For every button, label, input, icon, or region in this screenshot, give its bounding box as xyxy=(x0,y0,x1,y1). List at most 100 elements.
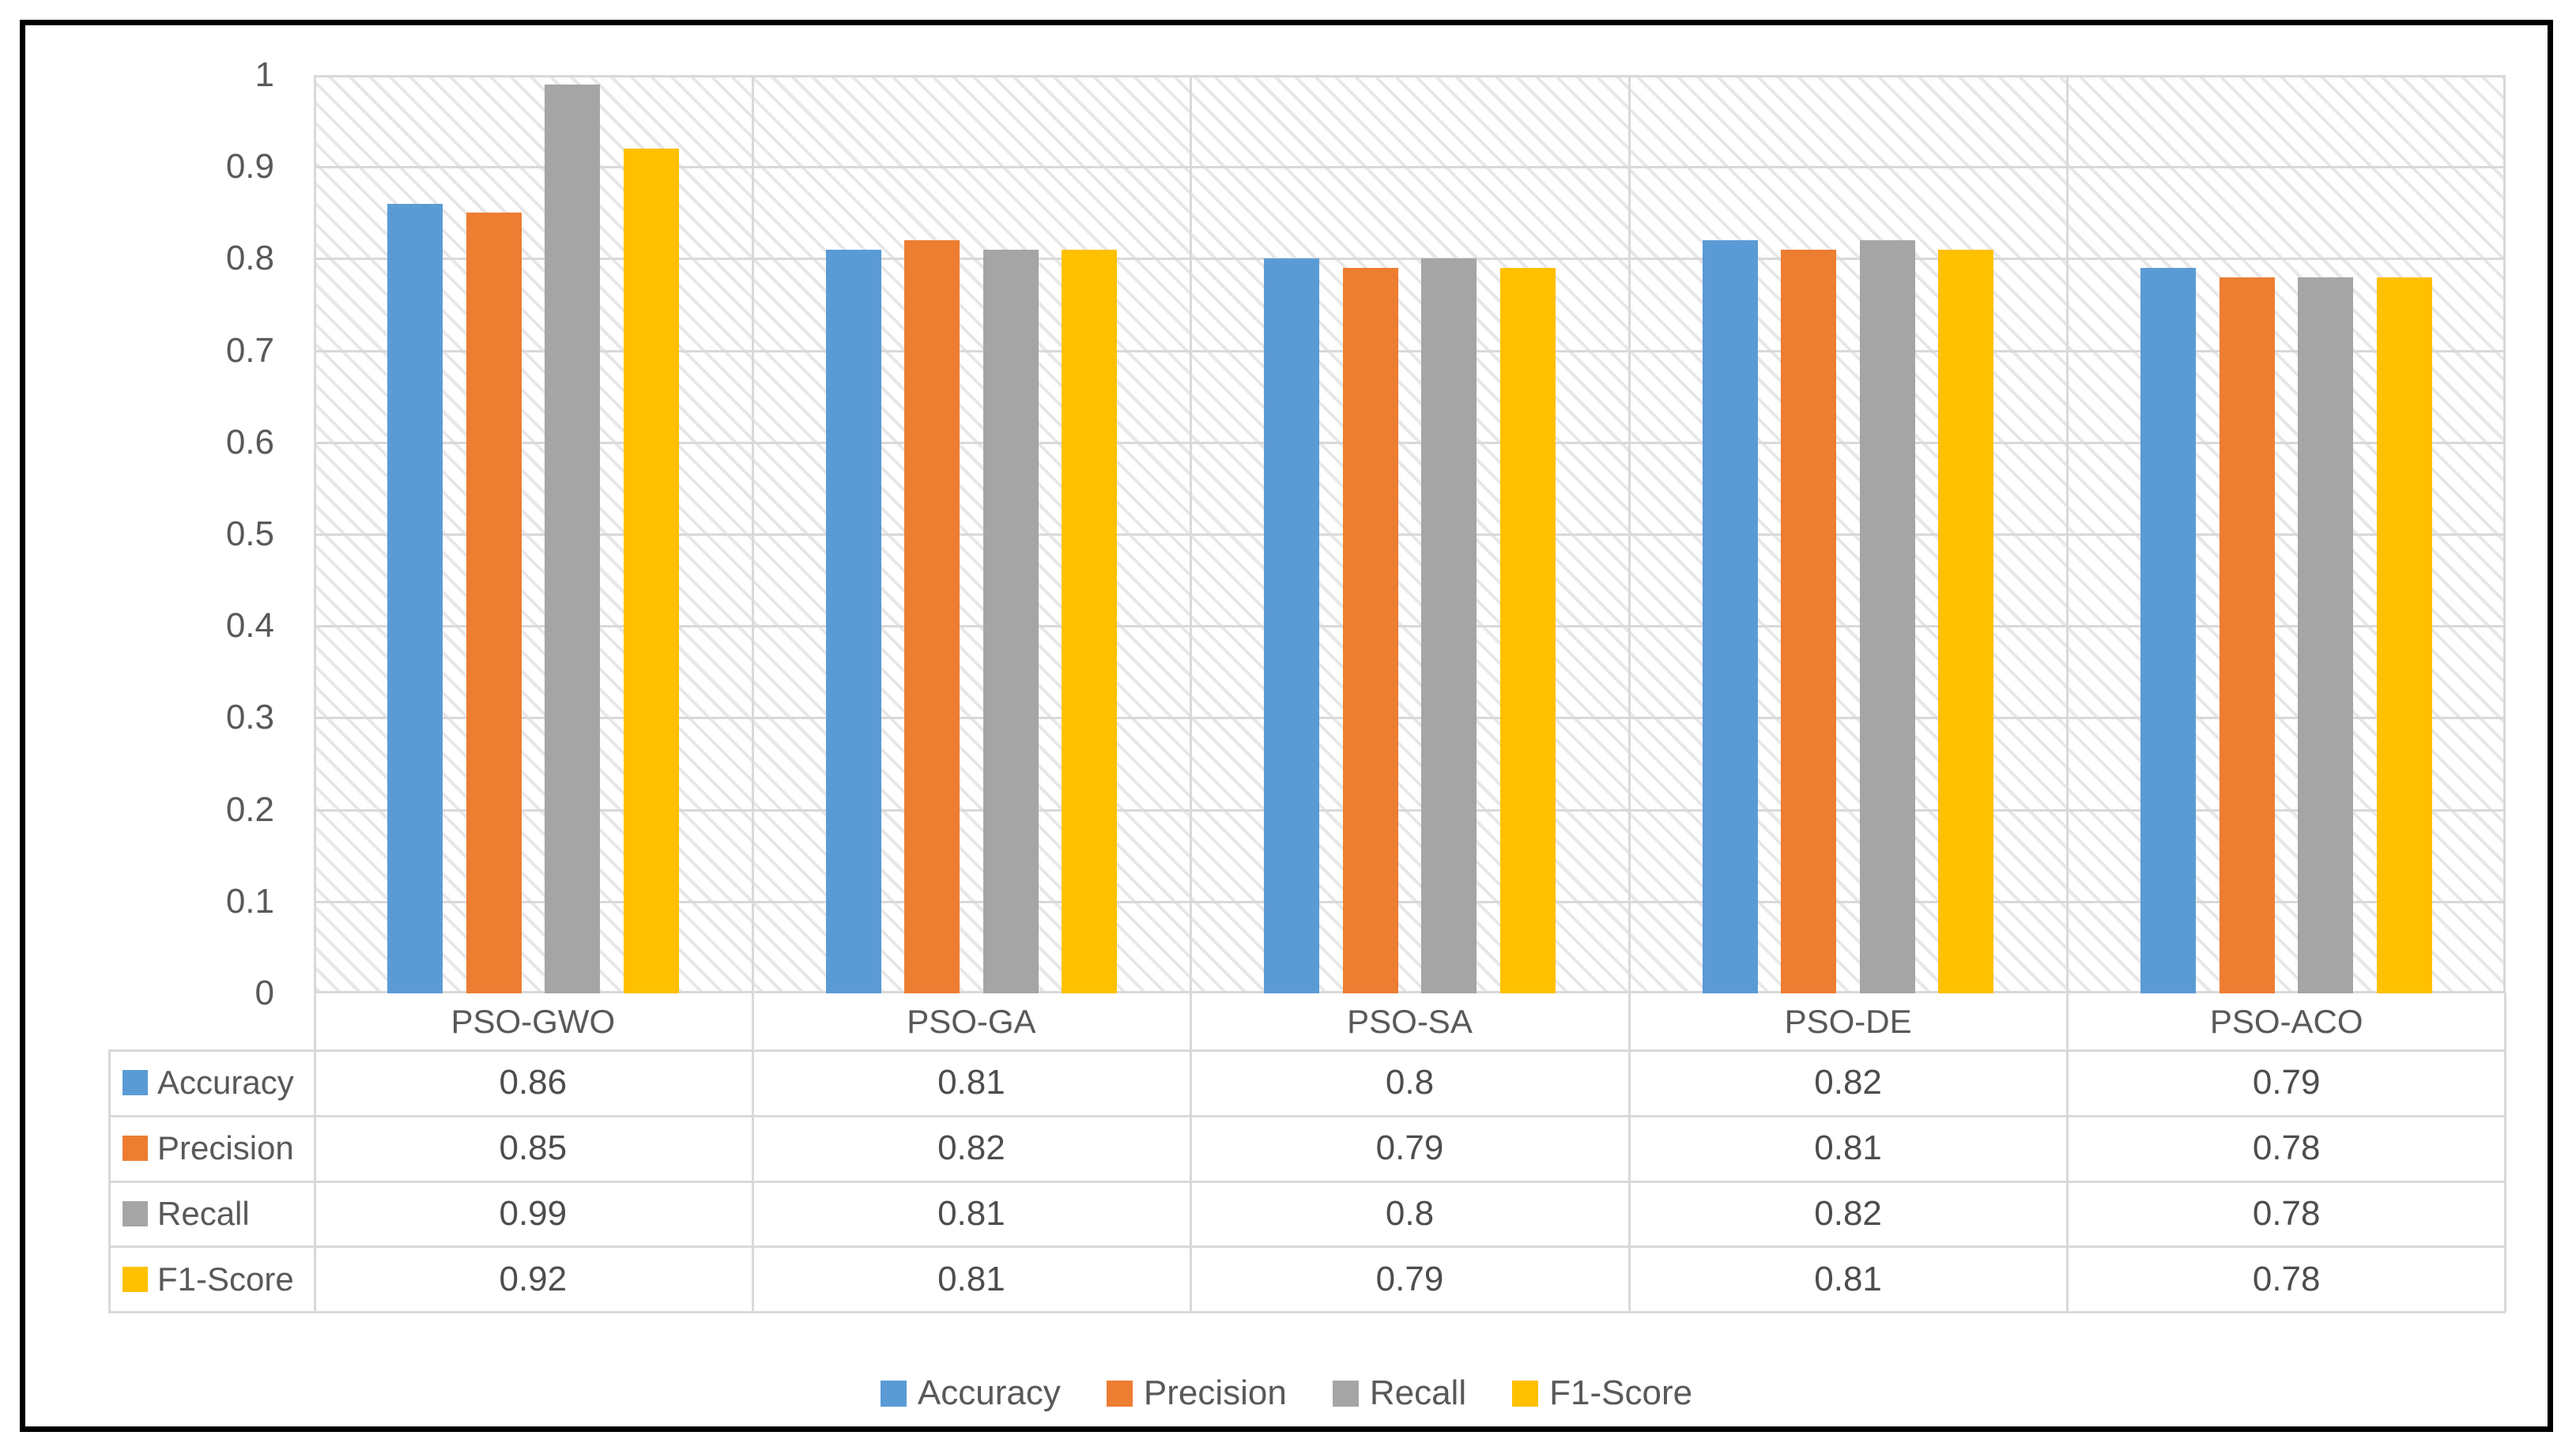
bar-recall-pso-de xyxy=(1859,240,1915,993)
bar-precision-pso-aco xyxy=(2219,277,2275,993)
bar-accuracy-pso-sa xyxy=(1264,258,1320,993)
table-value-cell: 0.78 xyxy=(2252,1193,2321,1233)
table-value-cell: 0.82 xyxy=(1814,1193,1882,1233)
category-label: PSO-GA xyxy=(907,1003,1036,1040)
legend-item-f1-score: F1-Score xyxy=(1512,1376,1692,1411)
gridline xyxy=(314,717,2506,720)
gridline xyxy=(314,533,2506,536)
legend-item-precision: Precision xyxy=(1106,1373,1287,1412)
category-label: PSO-ACO xyxy=(2209,1003,2363,1040)
chart-legend: Accuracy Precision Recall F1-Score xyxy=(25,1371,2548,1415)
table-value-cell: 0.79 xyxy=(2252,1063,2321,1102)
table-row-border xyxy=(108,1049,2506,1052)
table-border-plotleft xyxy=(314,993,316,1312)
y-axis-tick-label: 0.8 xyxy=(225,239,274,278)
bar-f1-score-pso-sa xyxy=(1499,268,1556,993)
table-value-cell: 0.86 xyxy=(499,1063,568,1102)
accuracy-legend-swatch-icon xyxy=(880,1380,907,1407)
table-value-cell: 0.85 xyxy=(499,1128,568,1168)
table-value-cell: 0.92 xyxy=(499,1259,568,1298)
category-label: PSO-DE xyxy=(1784,1003,1912,1040)
category-separator xyxy=(2066,75,2069,1312)
table-series-name: Recall xyxy=(157,1194,250,1232)
table-value-cell: 0.8 xyxy=(1385,1063,1435,1102)
bar-f1-score-pso-gwo xyxy=(623,148,679,993)
y-axis-tick-label: 0.1 xyxy=(225,881,274,921)
bar-recall-pso-aco xyxy=(2298,277,2354,993)
legend-label: Accuracy xyxy=(917,1373,1061,1412)
gridline xyxy=(314,808,2506,812)
bar-accuracy-pso-gwo xyxy=(387,203,443,993)
category-label: PSO-GWO xyxy=(451,1003,616,1040)
table-value-cell: 0.81 xyxy=(937,1063,1005,1102)
table-series-key-precision: Precision xyxy=(123,1132,312,1165)
table-series-key-accuracy: Accuracy xyxy=(123,1066,312,1099)
table-value-cell: 0.78 xyxy=(2252,1128,2321,1168)
recall-series-swatch-icon xyxy=(123,1200,148,1226)
y-axis-tick-label: 0.4 xyxy=(225,606,274,646)
precision-legend-swatch-icon xyxy=(1106,1380,1133,1407)
table-row-border xyxy=(108,1311,2506,1313)
y-axis-tick-label: 0.5 xyxy=(225,514,274,553)
table-value-cell: 0.81 xyxy=(1814,1259,1882,1298)
gridline xyxy=(314,625,2506,628)
bar-recall-pso-gwo xyxy=(545,84,601,993)
table-series-key-recall: Recall xyxy=(123,1194,312,1232)
table-series-name: F1-Score xyxy=(157,1260,294,1298)
gridline xyxy=(314,441,2506,444)
bar-f1-score-pso-de xyxy=(1938,249,1994,993)
table-value-cell: 0.8 xyxy=(1385,1193,1435,1233)
y-axis-tick-label: 0 xyxy=(255,974,274,1012)
f1-score-legend-swatch-icon xyxy=(1512,1380,1539,1407)
bar-accuracy-pso-de xyxy=(1702,240,1758,993)
table-value-cell: 0.82 xyxy=(1814,1063,1882,1102)
bar-accuracy-pso-aco xyxy=(2140,268,2197,993)
table-value-cell: 0.79 xyxy=(1375,1128,1444,1168)
table-value-cell: 0.81 xyxy=(937,1193,1005,1233)
y-axis-tick-label: 0.3 xyxy=(225,698,274,737)
bar-recall-pso-ga xyxy=(983,249,1039,993)
y-axis-tick-label: 0.7 xyxy=(225,330,274,370)
table-border-right xyxy=(2504,993,2506,1312)
bar-recall-pso-sa xyxy=(1421,258,1477,993)
legend-label: F1-Score xyxy=(1549,1373,1693,1412)
y-axis-tick-label: 0.9 xyxy=(225,147,274,186)
bar-f1-score-pso-aco xyxy=(2376,277,2432,993)
legend-item-accuracy: Accuracy xyxy=(880,1373,1061,1412)
table-series-name: Precision xyxy=(157,1129,294,1167)
bar-precision-pso-ga xyxy=(904,240,960,993)
table-value-cell: 0.78 xyxy=(2252,1259,2321,1298)
bar-precision-pso-sa xyxy=(1342,268,1398,993)
table-value-cell: 0.99 xyxy=(499,1193,568,1233)
f1-score-series-swatch-icon xyxy=(123,1266,148,1292)
category-separator xyxy=(751,75,754,1312)
category-label: PSO-SA xyxy=(1347,1003,1473,1040)
table-value-cell: 0.81 xyxy=(937,1259,1005,1298)
table-value-cell: 0.81 xyxy=(1814,1128,1882,1168)
category-separator xyxy=(1190,75,1193,1312)
y-axis-tick-label: 0.2 xyxy=(225,789,274,829)
table-row-border xyxy=(108,1245,2506,1249)
table-row-border xyxy=(108,1180,2506,1183)
table-row-border xyxy=(108,1114,2506,1117)
chart-outer-frame: 1 0.9 0.8 0.7 0.6 0.5 0.4 0.3 0.2 0.1 0 PSO-GWO PSO-… xyxy=(20,20,2553,1432)
recall-legend-swatch-icon xyxy=(1332,1380,1359,1407)
bar-f1-score-pso-ga xyxy=(1062,249,1118,993)
y-axis-tick-label: 0.6 xyxy=(225,422,274,462)
accuracy-series-swatch-icon xyxy=(123,1070,148,1096)
table-series-name: Accuracy xyxy=(157,1064,294,1102)
table-value-cell: 0.79 xyxy=(1375,1259,1444,1298)
category-separator xyxy=(1627,75,1631,1312)
legend-label: Precision xyxy=(1143,1373,1287,1412)
bar-precision-pso-gwo xyxy=(466,213,522,993)
precision-series-swatch-icon xyxy=(123,1136,148,1162)
y-axis-tick-label: 1 xyxy=(255,55,274,94)
gridline xyxy=(314,900,2506,903)
gridline xyxy=(314,258,2506,261)
legend-label: Recall xyxy=(1369,1373,1467,1412)
gridline xyxy=(314,166,2506,169)
bar-precision-pso-de xyxy=(1781,249,1837,993)
gridline xyxy=(314,349,2506,352)
legend-item-recall: Recall xyxy=(1332,1373,1467,1412)
table-value-cell: 0.82 xyxy=(937,1128,1005,1168)
